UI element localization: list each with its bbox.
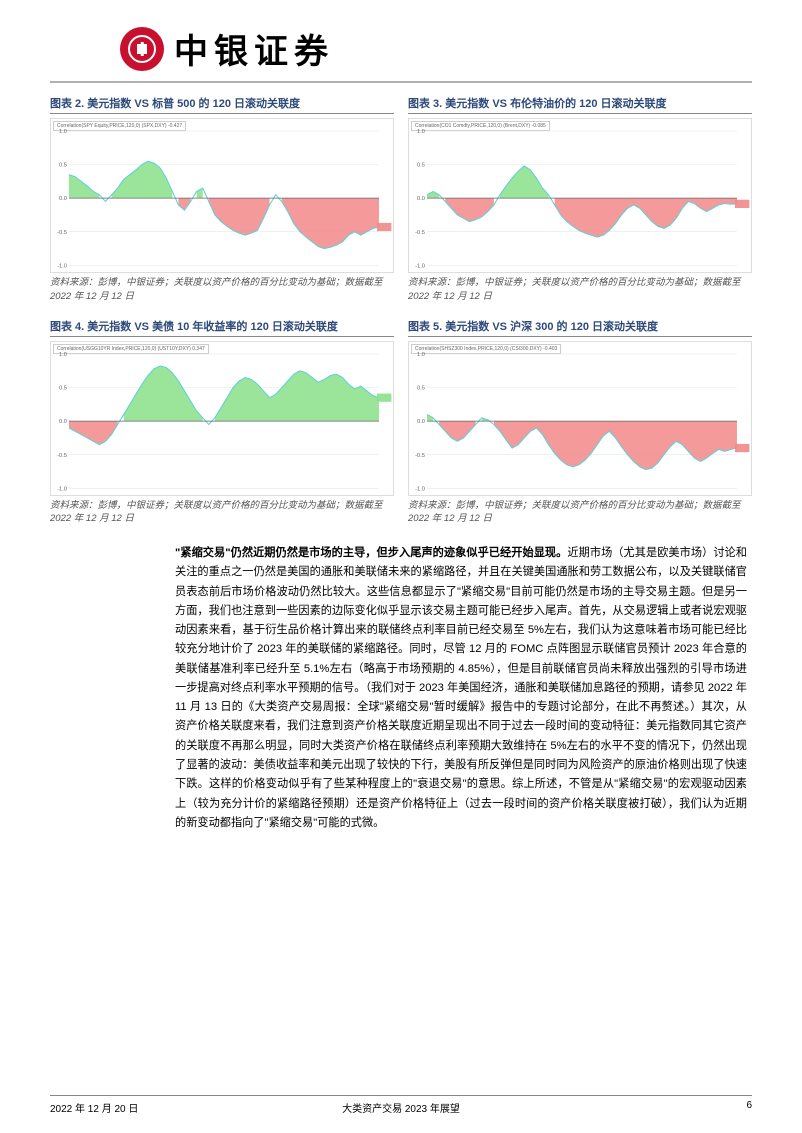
chart-canvas: Correlation(SHSZ300 Index,PRICE,120,0) (… <box>408 341 752 496</box>
chart-title: 图表 2. 美元指数 VS 标普 500 的 120 日滚动关联度 <box>50 95 394 114</box>
chart-legend: Correlation(CO1 Comdty,PRICE,120,0) (Bre… <box>411 121 550 131</box>
svg-text:0.0: 0.0 <box>59 196 67 202</box>
brand-logo-icon <box>120 27 164 71</box>
chart-block-2: 图表 2. 美元指数 VS 标普 500 的 120 日滚动关联度 Correl… <box>50 95 394 304</box>
chart-svg: -1.0-0.50.00.51.0 <box>69 131 379 265</box>
footer-title: 大类资产交易 2023 年展望 <box>342 1100 460 1115</box>
svg-text:0.5: 0.5 <box>417 163 425 169</box>
chart-block-5: 图表 5. 美元指数 VS 沪深 300 的 120 日滚动关联度 Correl… <box>408 318 752 527</box>
chart-block-3: 图表 3. 美元指数 VS 布伦特油价的 120 日滚动关联度 Correlat… <box>408 95 752 304</box>
chart-canvas: Correlation(CO1 Comdty,PRICE,120,0) (Bre… <box>408 118 752 273</box>
chart-legend: Correlation(SHSZ300 Index,PRICE,120,0) (… <box>411 344 561 354</box>
body-paragraph: "紧缩交易"仍然近期仍然是市场的主导，但步入尾声的迹象似乎已经开始显现。近期市场… <box>0 536 802 833</box>
chart-legend: Correlation(SPY Equity,PRICE,120,0) (SPX… <box>53 121 186 131</box>
svg-text:0.5: 0.5 <box>59 163 67 169</box>
svg-text:-1.0: -1.0 <box>57 486 67 492</box>
page-header: 中银证券 <box>50 0 752 83</box>
svg-text:-0.5: -0.5 <box>415 230 425 236</box>
svg-text:0.0: 0.0 <box>417 419 425 425</box>
svg-text:-1.0: -1.0 <box>415 486 425 492</box>
svg-text:1.0: 1.0 <box>417 352 425 358</box>
svg-text:0.5: 0.5 <box>59 385 67 391</box>
body-lead-bold: "紧缩交易"仍然近期仍然是市场的主导，但步入尾声的迹象似乎已经开始显现。 <box>175 547 567 559</box>
chart-svg: -1.0-0.50.00.51.0 <box>69 354 379 488</box>
chart-source: 资料来源：彭博，中银证券；关联度以资产价格的百分比变动为基础；数据截至 2022… <box>50 276 394 304</box>
page-footer: 2022 年 12 月 20 日 大类资产交易 2023 年展望 6 <box>50 1095 752 1115</box>
svg-text:-1.0: -1.0 <box>415 263 425 269</box>
chart-source: 资料来源：彭博，中银证券；关联度以资产价格的百分比变动为基础；数据截至 2022… <box>408 499 752 527</box>
svg-text:1.0: 1.0 <box>59 129 67 135</box>
chart-block-4: 图表 4. 美元指数 VS 美债 10 年收益率的 120 日滚动关联度 Cor… <box>50 318 394 527</box>
chart-svg: -1.0-0.50.00.51.0 <box>427 131 737 265</box>
chart-title: 图表 3. 美元指数 VS 布伦特油价的 120 日滚动关联度 <box>408 95 752 114</box>
body-rest: 近期市场（尤其是欧美市场）讨论和关注的重点之一仍然是美国的通胀和美联储未来的紧缩… <box>175 547 747 829</box>
chart-title: 图表 5. 美元指数 VS 沪深 300 的 120 日滚动关联度 <box>408 318 752 337</box>
chart-title: 图表 4. 美元指数 VS 美债 10 年收益率的 120 日滚动关联度 <box>50 318 394 337</box>
svg-text:0.0: 0.0 <box>59 419 67 425</box>
svg-text:-1.0: -1.0 <box>57 263 67 269</box>
svg-text:1.0: 1.0 <box>417 129 425 135</box>
footer-page-number: 6 <box>746 1100 752 1115</box>
svg-text:1.0: 1.0 <box>59 352 67 358</box>
charts-grid: 图表 2. 美元指数 VS 标普 500 的 120 日滚动关联度 Correl… <box>0 95 802 536</box>
svg-text:-0.5: -0.5 <box>57 452 67 458</box>
chart-legend: Correlation(USGG10YR Index,PRICE,120,0) … <box>53 344 209 354</box>
chart-canvas: Correlation(SPY Equity,PRICE,120,0) (SPX… <box>50 118 394 273</box>
brand-name: 中银证券 <box>174 24 334 73</box>
svg-text:-0.5: -0.5 <box>57 230 67 236</box>
svg-text:0.5: 0.5 <box>417 385 425 391</box>
chart-source: 资料来源：彭博，中银证券；关联度以资产价格的百分比变动为基础；数据截至 2022… <box>50 499 394 527</box>
svg-text:0.0: 0.0 <box>417 196 425 202</box>
chart-source: 资料来源：彭博，中银证券；关联度以资产价格的百分比变动为基础；数据截至 2022… <box>408 276 752 304</box>
chart-svg: -1.0-0.50.00.51.0 <box>427 354 737 488</box>
svg-text:-0.5: -0.5 <box>415 452 425 458</box>
footer-date: 2022 年 12 月 20 日 <box>50 1100 138 1115</box>
chart-canvas: Correlation(USGG10YR Index,PRICE,120,0) … <box>50 341 394 496</box>
